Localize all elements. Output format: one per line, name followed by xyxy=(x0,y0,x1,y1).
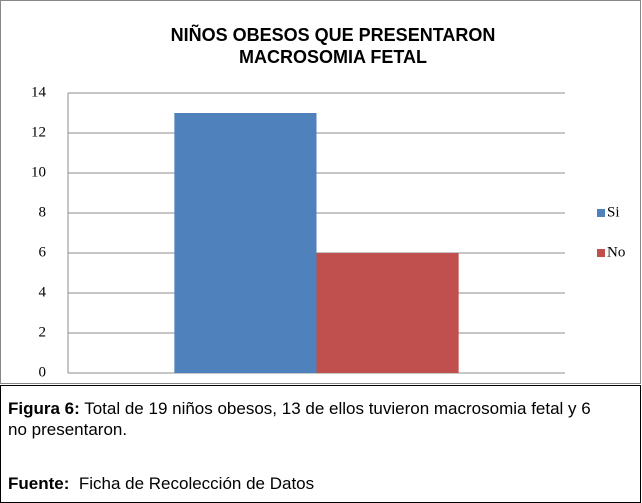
y-tick-label: 0 xyxy=(39,364,47,380)
caption-text: Total de 19 niños obesos, 13 de ellos tu… xyxy=(8,399,591,439)
y-tick-label: 4 xyxy=(39,284,47,300)
legend-label: No xyxy=(607,244,625,260)
y-tick-label: 6 xyxy=(39,244,47,260)
source: Fuente: Ficha de Recolección de Datos xyxy=(8,474,314,494)
y-tick-label: 12 xyxy=(31,124,46,140)
chart-title: NIÑOS OBESOS QUE PRESENTARON MACROSOMIA … xyxy=(170,25,496,67)
caption: Figura 6: Total de 19 niños obesos, 13 d… xyxy=(8,398,608,440)
source-text: Ficha de Recolección de Datos xyxy=(78,474,315,493)
source-label: Fuente: xyxy=(8,474,70,493)
legend-swatch xyxy=(597,209,605,217)
bar xyxy=(316,253,459,373)
y-tick-label: 10 xyxy=(31,164,46,180)
legend-swatch xyxy=(597,249,605,257)
bar xyxy=(174,113,317,373)
y-tick-label: 8 xyxy=(39,204,47,220)
legend-label: Si xyxy=(607,204,620,220)
caption-frame xyxy=(0,385,641,503)
caption-label: Figura 6: xyxy=(8,399,80,418)
y-tick-label: 14 xyxy=(31,84,47,100)
y-tick-label: 2 xyxy=(39,324,47,340)
